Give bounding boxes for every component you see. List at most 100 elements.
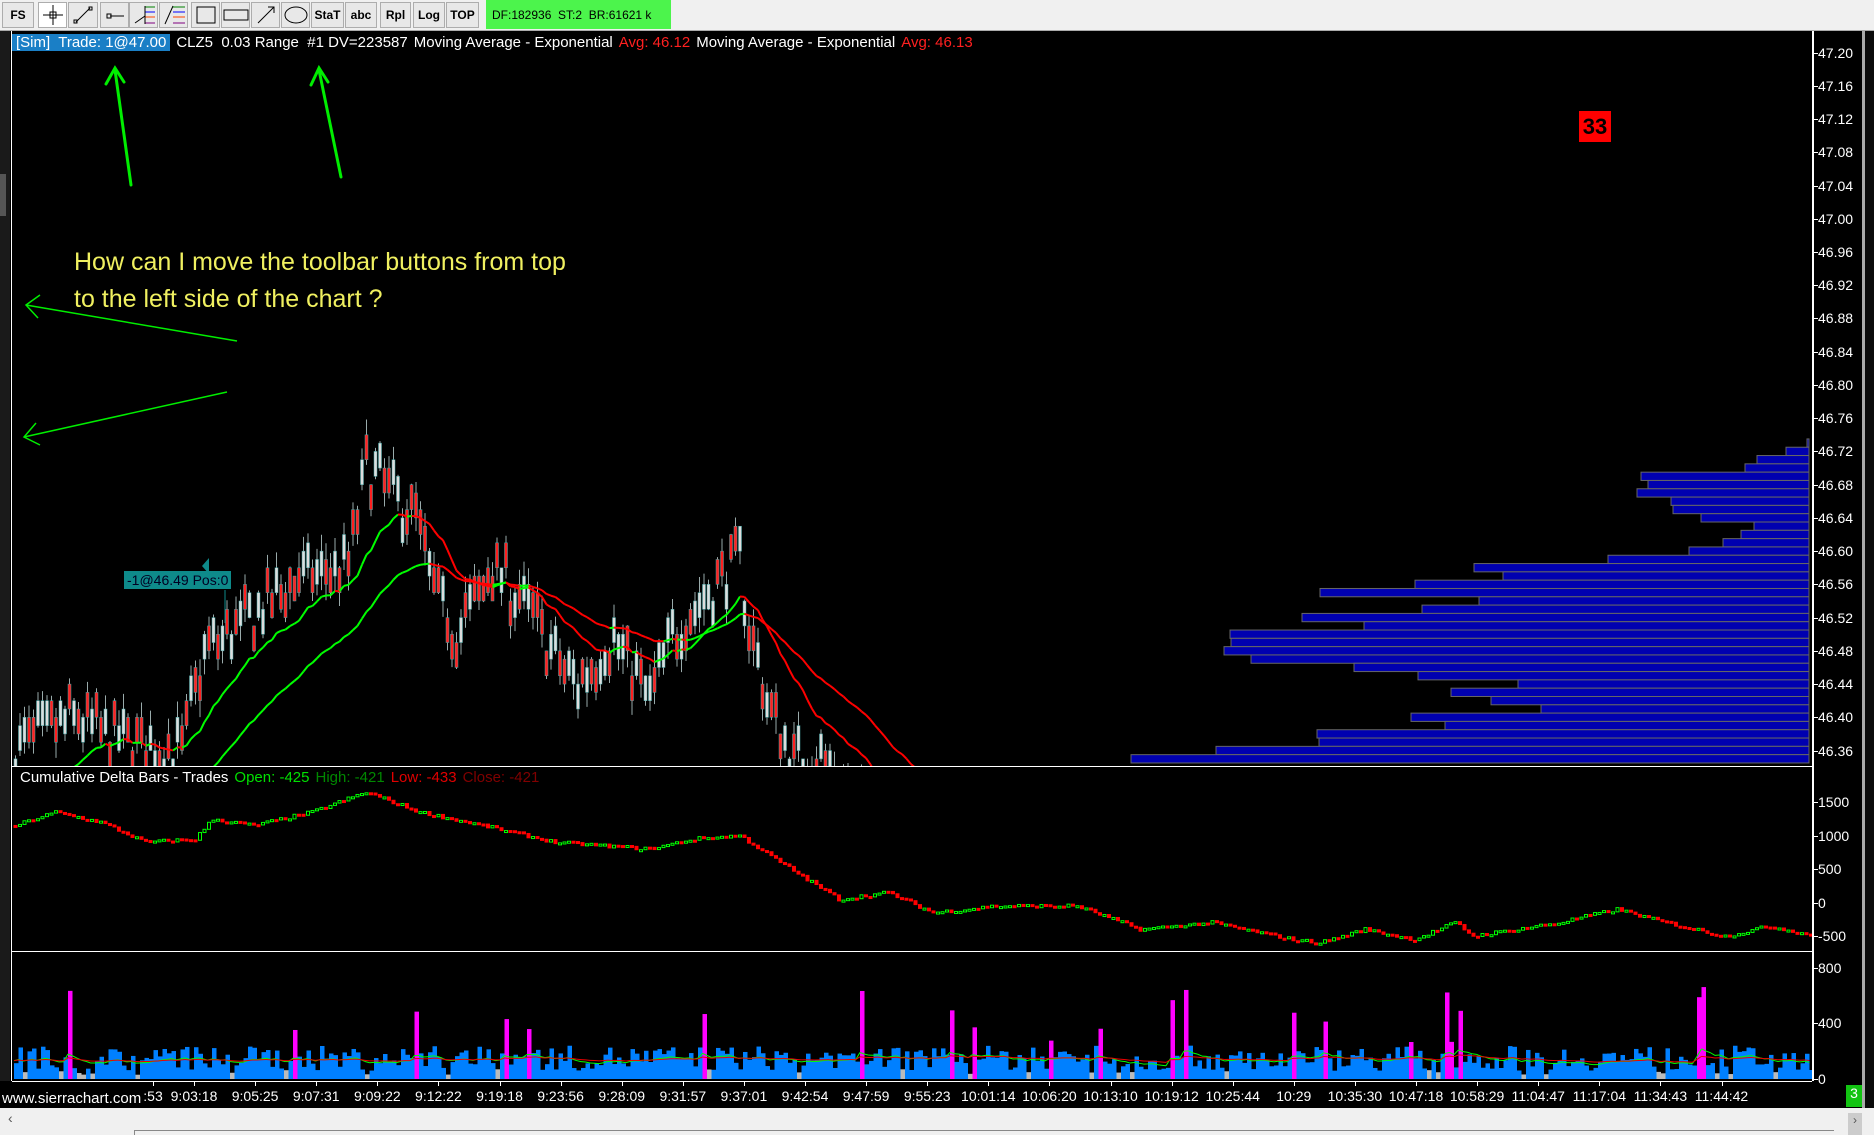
- log-button[interactable]: Log: [413, 2, 445, 28]
- delta-bar: [315, 808, 319, 812]
- ellipse-tool-button[interactable]: [281, 2, 310, 28]
- volume-average-line: [625, 1060, 631, 1064]
- wide-rectangle-tool-button[interactable]: [221, 2, 250, 28]
- volume-bar: [707, 1069, 712, 1079]
- delta-bar: [1458, 921, 1462, 926]
- delta-bar: [1381, 931, 1386, 935]
- volume-bar: [927, 1067, 932, 1079]
- delta-bar: [1467, 929, 1471, 934]
- volume-profile-bar: [1640, 471, 1810, 481]
- volume-average-line: [1651, 1059, 1657, 1062]
- ema-line-segment: [316, 652, 323, 659]
- ema-line-segment: [402, 513, 408, 518]
- time-axis[interactable]: :53 9:03:18 9:05:25 9:07:31 9:09:22 9:12:22 9:…: [12, 1081, 1812, 1108]
- volume-average-line: [1606, 1061, 1612, 1064]
- price-chart-panel[interactable]: [12, 31, 1812, 766]
- volume-average-line: [243, 1059, 249, 1062]
- rectangle-tool-button[interactable]: [191, 2, 220, 28]
- ray-tool-button[interactable]: [100, 2, 129, 28]
- arrow-tool-button[interactable]: [251, 2, 280, 28]
- ema-line-segment: [541, 596, 548, 605]
- delta-bar: [864, 894, 868, 898]
- left-edge-grip[interactable]: [0, 174, 6, 216]
- delta-bar: [675, 841, 679, 845]
- volume-average-line: [1692, 1059, 1698, 1063]
- delta-bar: [49, 812, 54, 816]
- volume-bar: [1292, 1012, 1297, 1079]
- ellipse-icon: [284, 6, 307, 24]
- ema-line-segment: [302, 665, 309, 673]
- delta-bar: [612, 844, 616, 849]
- fib-fan-tool-button[interactable]: [159, 2, 188, 28]
- volume-bar: [671, 1047, 676, 1079]
- fib-tool-button[interactable]: [129, 2, 158, 28]
- volume-bar: [1746, 1047, 1751, 1079]
- delta-bar: [976, 907, 981, 911]
- volume-profile-bar: [1444, 720, 1810, 731]
- volume-bar: [441, 1067, 446, 1079]
- arrow-icon: [257, 6, 274, 24]
- panel-divider[interactable]: [12, 951, 1812, 952]
- volume-average-line: [1116, 1059, 1122, 1062]
- delta-bar: [1309, 938, 1314, 944]
- ema-line-segment: [451, 559, 458, 571]
- volume-profile-bar: [1318, 737, 1810, 747]
- time-label: 9:31:57: [659, 1088, 707, 1104]
- volume-average-line: [1417, 1057, 1423, 1059]
- volume-bar: [1116, 1072, 1121, 1079]
- volume-average-line: [886, 1056, 892, 1058]
- delta-bar: [666, 844, 670, 848]
- delta-bar: [310, 810, 315, 814]
- volume-average-line: [1192, 1052, 1198, 1055]
- ema-line-segment: [487, 584, 493, 589]
- candle: [504, 542, 508, 569]
- volume-bar: [1481, 1067, 1486, 1079]
- sim-trade-indicator[interactable]: [Sim] Trade: 1@47.00: [12, 34, 171, 51]
- ema-line-segment: [316, 596, 323, 603]
- volume-average-line: [1786, 1059, 1792, 1062]
- top-button[interactable]: TOP: [446, 2, 479, 28]
- volume-profile-bar: [1230, 637, 1810, 648]
- volume-bar: [1539, 1057, 1544, 1079]
- delta-bar: [603, 843, 607, 847]
- volume-average-line: [409, 1058, 415, 1062]
- delta-bar: [1161, 925, 1165, 929]
- volume-bar: [315, 1070, 320, 1079]
- cumulative-delta-panel[interactable]: [12, 767, 1812, 951]
- volume-bar: [464, 1050, 469, 1079]
- axis-label: 46.40: [1818, 709, 1854, 726]
- volume-profile-bar: [1450, 687, 1810, 697]
- volume-average-line: [67, 1057, 73, 1059]
- price-axis[interactable]: [1812, 31, 1814, 1081]
- ema-line-segment: [775, 632, 782, 640]
- delta-bar: [441, 813, 445, 820]
- stat-button[interactable]: StaT: [311, 2, 344, 28]
- fs-button[interactable]: FS: [2, 2, 34, 28]
- delta-bar: [130, 834, 135, 838]
- volume-bar: [297, 1056, 302, 1079]
- delta-bar: [913, 900, 918, 906]
- candle: [36, 700, 40, 726]
- ema-line-segment: [744, 612, 750, 617]
- abc-button[interactable]: abc: [345, 2, 377, 28]
- ema-line-segment: [293, 619, 300, 625]
- time-tick: [988, 1082, 990, 1086]
- delta-bar: [994, 904, 999, 908]
- volume-bar: [230, 1072, 235, 1079]
- scroll-right-icon[interactable]: ›: [1848, 1113, 1862, 1135]
- line-tool-button[interactable]: [68, 2, 98, 28]
- candle: [801, 758, 805, 766]
- horizontal-scrollbar[interactable]: ‹ ›: [0, 1108, 1874, 1135]
- chartbook-tab-strip[interactable]: [134, 1130, 1834, 1135]
- rpl-button[interactable]: Rpl: [380, 2, 411, 28]
- candle: [526, 584, 531, 610]
- sierrachart-watermark[interactable]: www.sierrachart.com: [0, 1090, 144, 1107]
- scroll-left-icon[interactable]: ‹: [8, 1110, 13, 1126]
- panel-divider[interactable]: [12, 766, 1812, 767]
- crosshair-tool-button[interactable]: [38, 2, 67, 28]
- ema-line-segment: [406, 567, 413, 572]
- volume-average-line: [1431, 1058, 1437, 1061]
- axis-tick: [1812, 551, 1818, 553]
- volume-panel[interactable]: [12, 952, 1812, 1081]
- volume-bar: [1035, 1061, 1040, 1079]
